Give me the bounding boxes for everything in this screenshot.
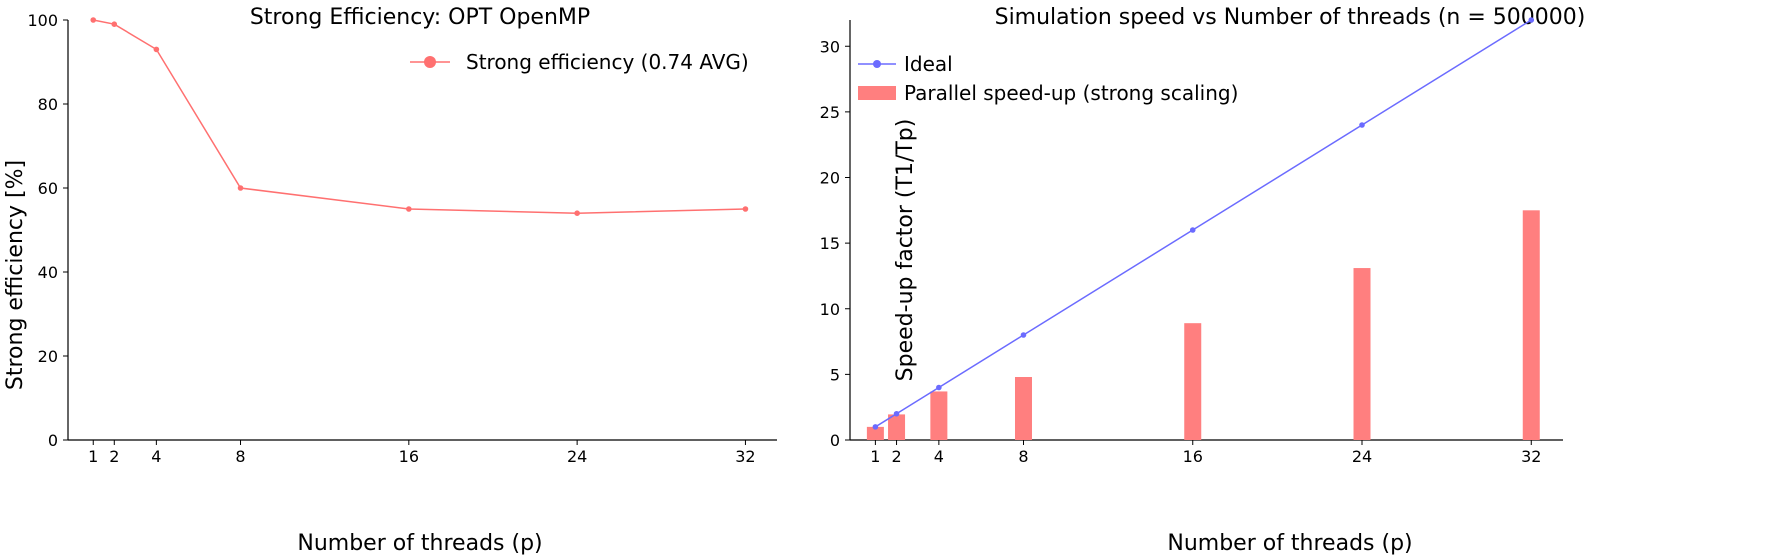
speedup-chart-x-tick-label: 24 [1352,447,1372,466]
speedup-chart-x-tick-label: 4 [934,447,944,466]
efficiency-chart: Strong Efficiency: OPT OpenMP Number of … [3,5,777,556]
speedup-chart-ylabel: Speed-up factor (T1/Tp) [893,119,918,382]
speedup-chart-point [872,424,879,430]
speedup-chart-bar [1014,377,1032,440]
efficiency-chart-legend: Strong efficiency (0.74 AVG) [410,50,749,74]
efficiency-chart-x-tick-label: 1 [88,447,98,466]
efficiency-chart-y-tick-label: 40 [38,263,58,282]
speedup-chart-bar [866,426,884,440]
speedup-chart-point [893,410,900,417]
speedup-legend-ideal-marker [873,60,881,68]
speedup-chart-point [936,384,942,391]
efficiency-chart-point [742,206,749,212]
speedup-chart-y-tick-label: 10 [820,300,840,319]
speedup-chart-x-tick-label: 16 [1183,447,1203,466]
efficiency-chart-x-tick-label: 8 [235,447,245,466]
speedup-chart-y-tick-label: 15 [820,234,840,253]
efficiency-chart-x-tick-label: 4 [151,447,161,466]
speedup-chart-legend: Ideal Parallel speed-up (strong scaling) [858,52,1238,105]
efficiency-chart-series-line [93,19,746,214]
efficiency-chart-x-tick-label: 16 [399,447,419,466]
speedup-chart-y-tick-label: 20 [820,169,840,188]
efficiency-chart-xlabel: Number of threads (p) [297,531,542,556]
speedup-legend-bar-swatch [858,86,896,100]
speedup-chart-x-tick-label: 8 [1018,447,1028,466]
efficiency-chart-y-tick-label: 0 [48,431,58,450]
speedup-chart-bar [1184,323,1202,440]
speedup-chart-point [1189,227,1196,233]
efficiency-legend-label: Strong efficiency (0.74 AVG) [466,50,749,74]
efficiency-chart-point [574,210,580,216]
efficiency-chart-x-tick-label: 24 [567,447,587,466]
efficiency-chart-y-tick-label: 20 [38,347,58,366]
speedup-chart-marks [866,17,1540,440]
efficiency-chart-point [111,21,118,28]
speedup-chart-x-tick-label: 2 [891,447,901,466]
efficiency-chart-point [153,46,160,53]
speedup-chart-bar [888,414,906,440]
efficiency-chart-x-tick-label: 2 [109,447,119,466]
speedup-chart-point [1020,332,1027,338]
speedup-chart-point [1528,17,1535,23]
efficiency-chart-x-tick-label: 32 [735,447,755,466]
efficiency-chart-marks [90,17,749,216]
efficiency-chart-point [90,17,97,23]
speedup-chart-point [1359,122,1365,128]
speedup-chart-bar [1522,210,1540,440]
efficiency-chart-point [406,206,412,212]
speedup-legend-bar-label: Parallel speed-up (strong scaling) [904,81,1238,105]
efficiency-chart-y-tick-label: 80 [38,95,58,114]
speedup-chart-y-tick-label: 5 [830,365,840,384]
efficiency-chart-y-tick-label: 100 [27,11,58,30]
speedup-chart-x-tick-label: 32 [1521,447,1541,466]
speedup-chart-xlabel: Number of threads (p) [1167,531,1412,556]
efficiency-chart-point [237,185,244,191]
speedup-chart-y-tick-label: 25 [820,103,840,122]
speedup-legend-ideal-label: Ideal [904,52,953,76]
speedup-chart-x-tick-label: 1 [870,447,880,466]
speedup-chart-y-tick-label: 30 [820,37,840,56]
speedup-chart-title: Simulation speed vs Number of threads (n… [995,5,1586,30]
speedup-chart-y-tick-label: 0 [830,431,840,450]
efficiency-chart-y-tick-label: 60 [38,179,58,198]
efficiency-legend-marker [424,56,436,68]
speedup-chart-bar [930,391,948,440]
speedup-chart: Simulation speed vs Number of threads (n… [820,5,1586,556]
efficiency-chart-ylabel: Strong efficiency [%] [3,160,28,390]
speedup-chart-bar [1353,268,1371,440]
efficiency-chart-title: Strong Efficiency: OPT OpenMP [250,5,590,30]
